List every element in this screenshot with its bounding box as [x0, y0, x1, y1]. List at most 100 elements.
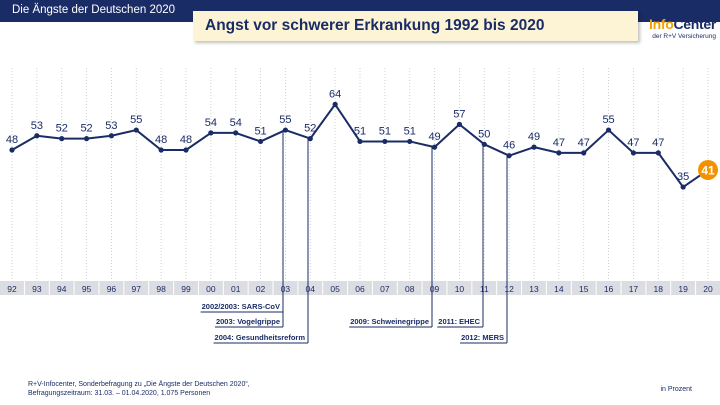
x-tick-label: 02	[256, 284, 266, 294]
data-label: 57	[453, 108, 465, 120]
data-point	[59, 136, 65, 142]
chart-title: Angst vor schwerer Erkrankung 1992 bis 2…	[205, 17, 545, 34]
x-tick-label: 01	[231, 284, 241, 294]
data-point	[506, 153, 512, 159]
data-label: 47	[627, 137, 639, 149]
data-point	[407, 138, 413, 145]
x-tick-label: 93	[32, 284, 42, 294]
data-label: 52	[80, 123, 92, 135]
data-point	[332, 101, 338, 107]
x-tick-label: 07	[380, 284, 390, 294]
data-point	[9, 147, 15, 153]
data-point	[257, 138, 264, 145]
logo-subtitle: der R+V Versicherung	[652, 33, 716, 40]
data-point	[531, 144, 537, 150]
x-tick-label: 09	[430, 284, 440, 294]
data-point	[282, 127, 289, 133]
chart-title-box: Angst vor schwerer Erkrankung 1992 bis 2…	[193, 11, 638, 41]
data-label: 53	[105, 120, 117, 132]
x-tick-label: 08	[405, 284, 415, 294]
highlight-marker	[698, 159, 718, 180]
data-label: 48	[6, 134, 18, 146]
data-label: 47	[578, 137, 590, 149]
data-point	[83, 136, 90, 142]
x-tick-label: 12	[504, 284, 514, 294]
data-point	[133, 127, 139, 133]
data-label: 49	[528, 131, 540, 143]
x-tick-label: 20	[703, 284, 713, 294]
x-tick-label: 18	[654, 284, 664, 294]
x-tick-label: 94	[57, 284, 67, 294]
data-label: 49	[428, 131, 440, 143]
x-tick-label: 14	[554, 284, 564, 294]
data-label: 47	[553, 137, 565, 149]
x-tick-label: 97	[132, 284, 142, 294]
x-tick-label: 05	[330, 284, 340, 294]
annotation-label: 2011: EHEC	[438, 317, 480, 326]
data-point	[655, 150, 661, 156]
data-label: 51	[254, 125, 266, 137]
logo-part-center: Center	[673, 16, 716, 32]
x-tick-label: 19	[678, 284, 688, 294]
source-line-1: R+V-Infocenter, Sonderbefragung zu „Die …	[28, 381, 250, 388]
data-point	[630, 150, 637, 156]
data-label: 55	[279, 114, 291, 126]
data-label: 41	[701, 163, 715, 177]
data-label: 51	[379, 125, 391, 137]
data-label: 48	[180, 134, 192, 146]
annotation-label: 2012: MERS	[461, 333, 504, 342]
data-point	[605, 127, 612, 133]
x-tick-label: 99	[181, 284, 191, 294]
data-point	[208, 130, 214, 136]
data-point	[357, 138, 363, 145]
header-title: Die Ängste der Deutschen 2020	[12, 4, 176, 16]
x-tick-label: 10	[455, 284, 465, 294]
data-label: 52	[304, 123, 316, 135]
x-tick-label: 95	[82, 284, 92, 294]
footer-source: R+V-Infocenter, Sonderbefragung zu „Die …	[28, 380, 250, 398]
data-point	[431, 144, 438, 150]
infocenter-logo: InfoCenter der R+V Versicherung	[648, 16, 716, 46]
annotation-label: 2009: Schweinegrippe	[350, 317, 429, 326]
unit-label: in Prozent	[660, 386, 692, 393]
data-label: 53	[31, 120, 43, 132]
data-point	[456, 121, 463, 127]
data-point	[556, 150, 562, 156]
data-point	[382, 138, 388, 145]
x-tick-label: 03	[281, 284, 291, 294]
data-label: 55	[130, 114, 142, 126]
data-point	[108, 133, 115, 139]
x-tick-label: 16	[604, 284, 614, 294]
x-tick-label: 15	[579, 284, 589, 294]
annotation-label: 2004: Gesundheitsreform	[215, 333, 306, 342]
data-label: 47	[652, 137, 664, 149]
data-point	[680, 184, 686, 190]
data-point	[481, 141, 487, 147]
data-label: 50	[478, 128, 490, 140]
data-label: 35	[677, 171, 689, 183]
annotation-label: 2002/2003: SARS-CoV	[202, 302, 280, 311]
data-label: 51	[404, 125, 416, 137]
data-point	[34, 133, 40, 139]
data-label: 48	[155, 134, 167, 146]
x-tick-label: 00	[206, 284, 216, 294]
annotation-label: 2003: Vogelgrippe	[216, 317, 280, 326]
data-point	[581, 150, 587, 156]
x-tick-label: 04	[306, 284, 316, 294]
data-point	[158, 147, 164, 153]
source-line-2: Befragungszeitraum: 31.03. – 01.04.2020,…	[28, 390, 211, 397]
data-label: 46	[503, 140, 515, 152]
x-tick-label: 11	[480, 284, 489, 294]
data-point	[307, 136, 313, 142]
data-label: 55	[602, 114, 614, 126]
x-tick-label: 17	[629, 284, 639, 294]
data-point	[183, 147, 189, 153]
data-point	[233, 130, 239, 136]
data-label: 52	[56, 123, 68, 135]
x-tick-label: 92	[7, 284, 17, 294]
x-tick-label: 98	[156, 284, 166, 294]
data-label: 54	[205, 117, 217, 129]
x-tick-label: 96	[107, 284, 117, 294]
data-label: 51	[354, 125, 366, 137]
